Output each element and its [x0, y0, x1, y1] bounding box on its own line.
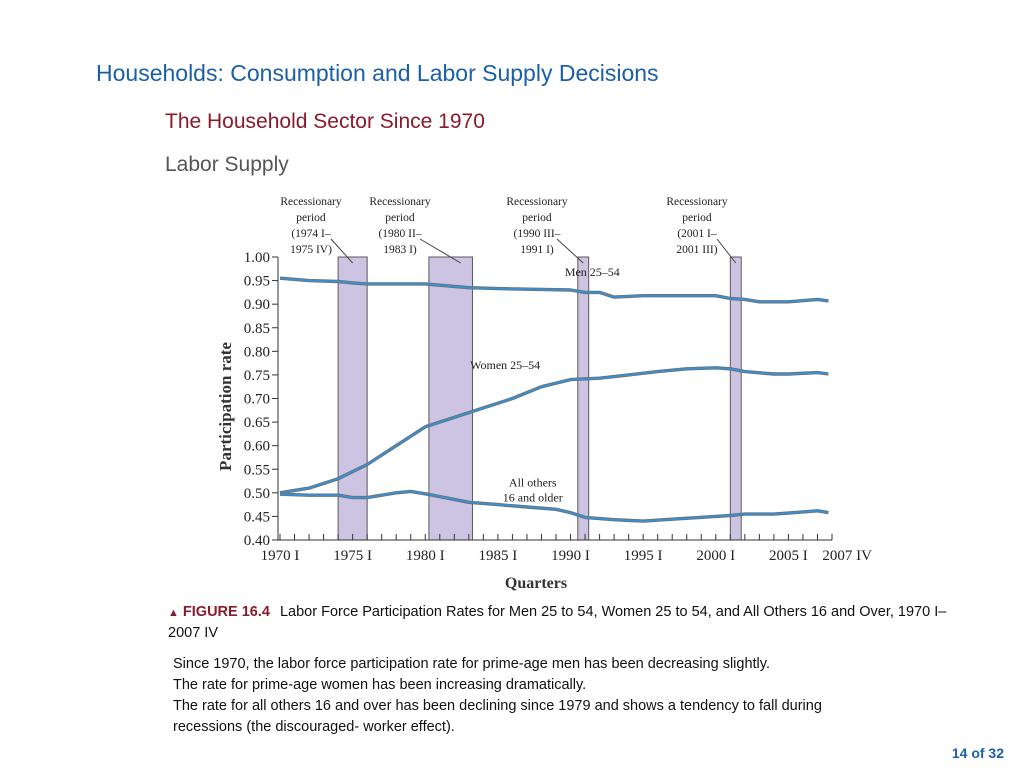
recession-label: (1980 II–: [378, 228, 421, 240]
y-tick-label: 0.40: [244, 533, 270, 549]
note-line: The rate for all others 16 and over has …: [173, 698, 822, 714]
recession-leader-line: [556, 238, 584, 264]
recession-bar: [337, 256, 368, 541]
recession-leader-line: [716, 238, 737, 264]
recession-label: Recessionary: [506, 196, 568, 208]
x-axis-title: Quarters: [505, 575, 567, 592]
recession-label: period: [522, 212, 552, 224]
series-line: [279, 490, 829, 523]
y-tick-label: 0.60: [244, 439, 270, 455]
x-tick-label: 1970 I: [261, 548, 300, 564]
recession-label: Recessionary: [369, 196, 431, 208]
x-tick-label: 1995 I: [624, 548, 663, 564]
recession-label: 1975 IV): [290, 244, 332, 256]
x-tick-label: 1980 I: [406, 548, 445, 564]
section-heading: Labor Supply: [165, 153, 289, 176]
y-tick-label: 0.50: [244, 486, 270, 502]
recession-leader-line: [419, 238, 461, 264]
slide-subtitle: The Household Sector Since 1970: [165, 110, 485, 133]
series-label: Women 25–54: [470, 358, 540, 372]
y-tick-label: 1.00: [244, 250, 270, 266]
y-tick-label: 0.85: [244, 321, 270, 337]
figure-caption: ▲ FIGURE 16.4 Labor Force Participation …: [168, 602, 968, 643]
y-tick-label: 0.80: [244, 344, 270, 360]
y-tick-label: 0.55: [244, 462, 270, 478]
y-tick-label: 0.70: [244, 392, 270, 408]
triangle-icon: ▲: [168, 607, 179, 619]
figure-caption-text: Labor Force Participation Rates for Men …: [168, 604, 947, 641]
recession-label: period: [682, 212, 712, 224]
y-tick-label: 0.75: [244, 368, 270, 384]
recession-label: (1990 III–: [514, 228, 561, 240]
series-line: [279, 366, 829, 494]
recession-label: 1983 I): [383, 244, 417, 256]
note-line: The rate for prime-age women has been in…: [173, 677, 587, 693]
y-tick-label: 0.90: [244, 297, 270, 313]
y-tick-label: 0.45: [244, 509, 270, 525]
page-number: 14 of 32: [951, 745, 1004, 761]
explanatory-notes: Since 1970, the labor force participatio…: [173, 654, 973, 738]
recession-label: period: [385, 212, 415, 224]
note-line: recessions (the discouraged- worker effe…: [173, 719, 455, 735]
recession-leader-line: [330, 238, 354, 264]
recession-label: Recessionary: [666, 196, 728, 208]
series-label: Men 25–54: [565, 265, 620, 279]
series-label: 16 and older: [503, 491, 563, 505]
x-tick-label: 2000 I: [696, 548, 735, 564]
x-tick-label: 1985 I: [479, 548, 518, 564]
participation-rate-chart: 0.40 0.45 0.50 0.55 0.60 0.65 0.70 0.75 0.80 0.85…: [216, 196, 872, 592]
recession-label: period: [296, 212, 326, 224]
series-line: [279, 277, 829, 303]
recession-bar: [577, 256, 590, 541]
recession-bar: [428, 256, 473, 541]
figure-number: FIGURE 16.4: [182, 604, 270, 620]
y-tick-label: 0.95: [244, 274, 270, 290]
y-axis-title: Participation rate: [216, 342, 235, 471]
note-line: Since 1970, the labor force participatio…: [173, 656, 770, 672]
recession-label: 1991 I): [520, 244, 554, 256]
recession-label: 2001 III): [676, 244, 717, 256]
recession-label: (1974 I–: [291, 228, 331, 240]
x-tick-label: 2005 I: [769, 548, 808, 564]
x-tick-label: 2007 IV: [822, 548, 872, 564]
y-tick-label: 0.65: [244, 415, 270, 431]
recession-label: (2001 I–: [677, 228, 717, 240]
x-tick-label: 1990 I: [551, 548, 590, 564]
slide-title: Households: Consumption and Labor Supply…: [96, 60, 659, 86]
x-tick-label: 1975 I: [333, 548, 372, 564]
series-label: All others: [509, 476, 557, 490]
recession-label: Recessionary: [280, 196, 342, 208]
